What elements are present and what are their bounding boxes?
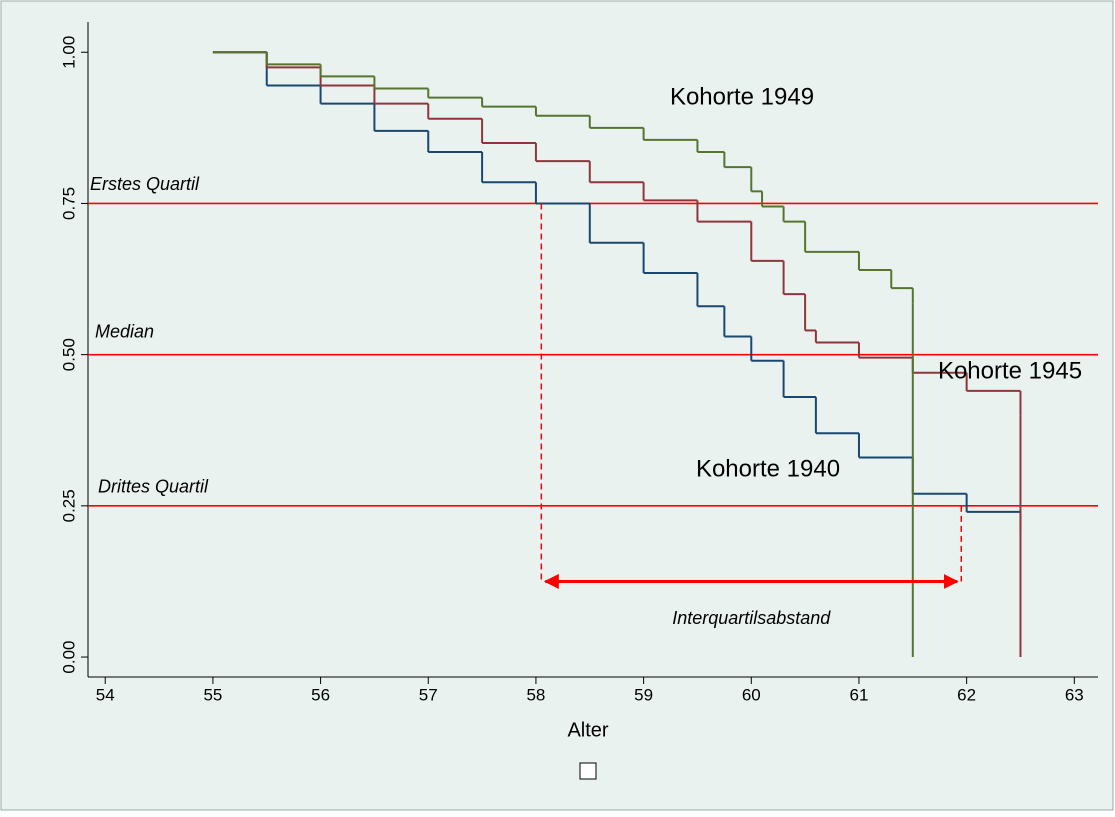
series-label: Kohorte 1940 (696, 455, 840, 482)
legend-box (579, 762, 597, 780)
x-tick-label: 54 (96, 685, 115, 704)
reference-label: Median (95, 321, 154, 341)
y-tick-label: 0.00 (59, 640, 78, 673)
y-tick-label: 1.00 (59, 36, 78, 69)
y-tick-label: 0.50 (59, 338, 78, 371)
y-tick-label: 0.25 (59, 489, 78, 522)
x-tick-label: 62 (957, 685, 976, 704)
reference-label: Drittes Quartil (98, 477, 209, 497)
x-tick-label: 63 (1065, 685, 1084, 704)
x-tick-label: 56 (311, 685, 330, 704)
x-axis-label: Alter (567, 719, 608, 741)
x-tick-label: 61 (849, 685, 868, 704)
interquartile-label: Interquartilsabstand (672, 608, 831, 628)
x-tick-label: 59 (634, 685, 653, 704)
reference-label: Erstes Quartil (90, 174, 200, 194)
x-tick-label: 60 (742, 685, 761, 704)
y-tick-label: 0.75 (59, 187, 78, 220)
series-label: Kohorte 1945 (938, 357, 1082, 384)
plot-area (88, 22, 1098, 677)
x-tick-label: 55 (203, 685, 222, 704)
series-label: Kohorte 1949 (670, 83, 814, 110)
x-tick-label: 57 (419, 685, 438, 704)
x-tick-label: 58 (526, 685, 545, 704)
